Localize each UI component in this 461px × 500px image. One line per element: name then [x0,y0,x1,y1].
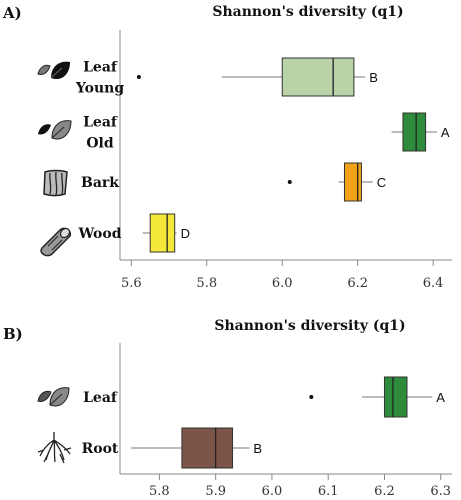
wood-icon [40,227,72,257]
bark-icon [43,169,68,197]
panel-a-leaf-old-letter: A [441,125,450,140]
leaves-icon [37,387,70,407]
panel-a-leaf-young-outlier [136,75,141,79]
panel-a-leaf-young-label: Young [75,81,124,97]
panel-b-title: Shannon's diversity (q1) [214,318,405,334]
panel-a-leaf-old-label: Old [86,136,114,152]
panel-b-root-letter: B [253,441,262,456]
panel-a-bark-outlier [287,180,292,184]
panel-a-leaf-young-label: Leaf [83,60,118,76]
panel-a-bark-box [343,162,362,202]
panel-a-tick-label: 5.6 [121,276,142,291]
panel-b-leaf-letter: A [436,390,445,405]
panel-b-root-label: Root [82,441,119,457]
panel-b-tick-label: 5.9 [205,484,226,499]
panel-a-leaf-old-box [402,112,427,152]
panel-a-wood-letter: D [181,226,190,241]
panel-a-label: A) [2,4,22,22]
panel-b-plot: 5.8 5.9 6.0 6.1 6.2 6.3 Leaf A Root B [82,343,452,499]
panel-b-tick-label: 6.0 [262,484,283,499]
panel-a-leaf-young-letter: B [369,70,378,85]
panel-b-leaf-box [383,376,408,418]
panel-a-wood-box [149,213,176,253]
panel-a-tick-label: 6.2 [347,276,368,291]
panel-b-leaf-outlier [309,395,314,399]
panel-a-title: Shannon's diversity (q1) [212,4,403,20]
panel-a-tick-label: 5.8 [196,276,217,291]
panel-a-bark-letter: C [377,175,386,190]
panel-a-plot: 5.6 5.8 6.0 6.2 6.4 Leaf Young B Leaf Old A Bark C Wo… [75,30,452,291]
panel-b-tick-label: 6.1 [318,484,339,499]
panel-b-tick-label: 5.8 [149,484,170,499]
old-leaf-icon [38,120,72,140]
panel-b-tick-label: 6.3 [430,484,451,499]
panel-b-leaf-label: Leaf [83,390,118,406]
young-leaf-icon [37,61,70,80]
panel-b-root-box [181,427,234,469]
root-icon [37,432,72,464]
panel-a-leaf-young-box [281,57,355,97]
panel-a-tick-label: 6.4 [423,276,444,291]
panel-a-tick-label: 6.0 [272,276,293,291]
panel-a-bark-label: Bark [81,175,119,191]
panel-a-leaf-old-label: Leaf [83,115,118,131]
panel-b-label: B) [3,325,23,343]
panel-a-wood-label: Wood [77,226,121,242]
panel-b-tick-label: 6.2 [374,484,395,499]
